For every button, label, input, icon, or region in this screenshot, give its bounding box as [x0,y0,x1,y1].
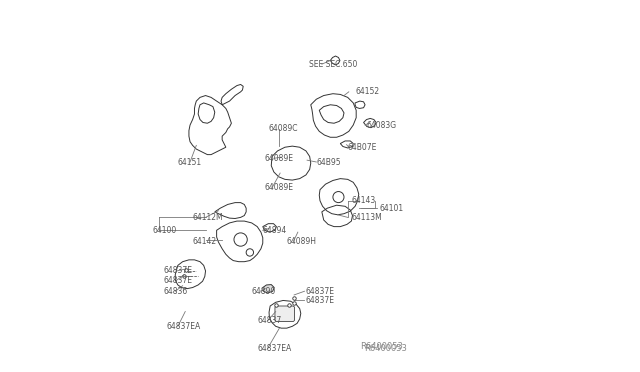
FancyBboxPatch shape [275,306,294,321]
Text: 64890: 64890 [252,287,276,296]
Text: 64837EA: 64837EA [257,344,291,353]
Polygon shape [263,285,274,293]
Text: 64112M: 64112M [193,213,223,222]
Text: 64837EA: 64837EA [167,322,201,331]
Text: 64151: 64151 [178,157,202,167]
Text: 64089H: 64089H [287,237,317,246]
Text: 64083G: 64083G [366,121,396,129]
Text: 64143: 64143 [351,196,376,205]
Text: 64837E: 64837E [305,296,334,305]
Text: 64089E: 64089E [264,183,294,192]
Text: SEE SEC.650: SEE SEC.650 [309,60,357,69]
Text: 64100: 64100 [152,226,176,235]
Text: 64894: 64894 [263,226,287,235]
Text: 64089C: 64089C [268,124,298,133]
Text: 64142: 64142 [193,237,217,246]
Text: 64113M: 64113M [351,213,382,222]
Text: 64837E: 64837E [305,287,334,296]
Text: 64837: 64837 [257,316,282,325]
Text: 64089E: 64089E [264,154,294,163]
Text: 64152: 64152 [355,87,380,96]
Text: 64101: 64101 [379,203,403,213]
Text: R6400053: R6400053 [364,344,407,353]
Text: 64837E: 64837E [163,276,192,285]
Text: 64837E: 64837E [163,266,192,275]
Text: 64836: 64836 [163,287,188,296]
Text: 64B95: 64B95 [316,157,341,167]
Text: R6400053: R6400053 [360,342,403,351]
Text: 64B07E: 64B07E [348,143,377,152]
